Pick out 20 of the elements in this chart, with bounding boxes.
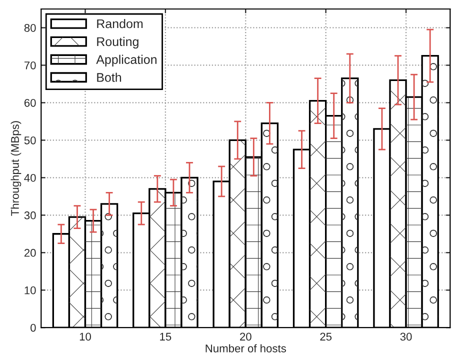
x-tick-label: 25	[320, 332, 332, 341]
legend-label: Routing	[97, 36, 138, 49]
y-tick-label: 50	[24, 136, 36, 144]
legend-label: Random	[97, 19, 143, 28]
y-tick-label: 40	[24, 174, 36, 182]
x-tick-label: 10	[80, 332, 91, 341]
x-axis-title: Number of hosts	[206, 344, 286, 352]
y-tick-label: 70	[24, 61, 36, 70]
y-tick-label: 10	[24, 286, 36, 294]
y-tick-label: 80	[24, 24, 36, 32]
x-tick-label: 20	[240, 332, 252, 341]
x-tick-label: 30	[400, 332, 412, 341]
y-axis-title: Throughput (MBps)	[10, 121, 22, 216]
legend-label: Both	[97, 72, 122, 82]
y-tick-label: 20	[24, 248, 36, 257]
legend-label: Application	[96, 54, 156, 66]
y-tick-label: 30	[24, 211, 36, 220]
x-tick-label: 15	[160, 332, 172, 341]
y-tick-label: 60	[24, 98, 36, 107]
y-tick-label: 0	[30, 324, 36, 332]
